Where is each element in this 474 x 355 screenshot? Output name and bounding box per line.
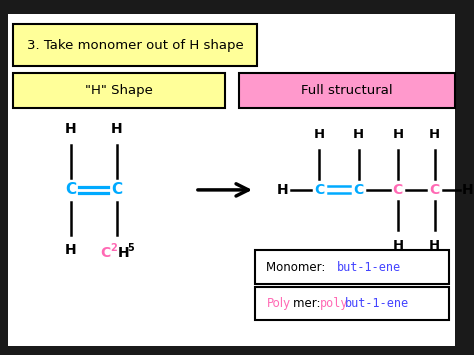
Text: H: H: [65, 122, 76, 136]
Text: H: H: [277, 183, 288, 197]
Text: Monomer:: Monomer:: [266, 261, 329, 274]
Text: C: C: [111, 182, 122, 197]
Text: but-1-ene: but-1-ene: [345, 297, 410, 310]
Text: C: C: [100, 246, 111, 260]
Text: H: H: [65, 244, 76, 257]
Text: H: H: [392, 128, 403, 141]
Text: 2: 2: [110, 244, 118, 253]
Text: H: H: [429, 128, 440, 141]
Text: H: H: [314, 128, 325, 141]
Text: H: H: [118, 246, 130, 260]
FancyBboxPatch shape: [13, 73, 225, 108]
Text: 5: 5: [127, 244, 134, 253]
Text: mer:: mer:: [293, 297, 324, 310]
Text: C: C: [354, 183, 364, 197]
FancyBboxPatch shape: [239, 73, 456, 108]
Text: C: C: [314, 183, 325, 197]
FancyBboxPatch shape: [255, 250, 448, 284]
Text: C: C: [429, 183, 440, 197]
Text: 3. Take monomer out of H shape: 3. Take monomer out of H shape: [27, 39, 244, 51]
Text: H: H: [392, 239, 403, 252]
FancyBboxPatch shape: [13, 24, 257, 66]
FancyBboxPatch shape: [255, 286, 448, 320]
FancyBboxPatch shape: [9, 14, 456, 346]
Text: H: H: [353, 128, 364, 141]
Text: poly: poly: [319, 297, 348, 310]
Text: but-1-ene: but-1-ene: [337, 261, 401, 274]
Text: Poly: Poly: [266, 297, 291, 310]
Text: "H" Shape: "H" Shape: [85, 84, 153, 97]
Text: C: C: [393, 183, 403, 197]
Text: C: C: [65, 182, 76, 197]
Text: Full structural: Full structural: [301, 84, 393, 97]
Text: H: H: [429, 239, 440, 252]
Text: H: H: [111, 122, 122, 136]
Text: H: H: [462, 183, 474, 197]
